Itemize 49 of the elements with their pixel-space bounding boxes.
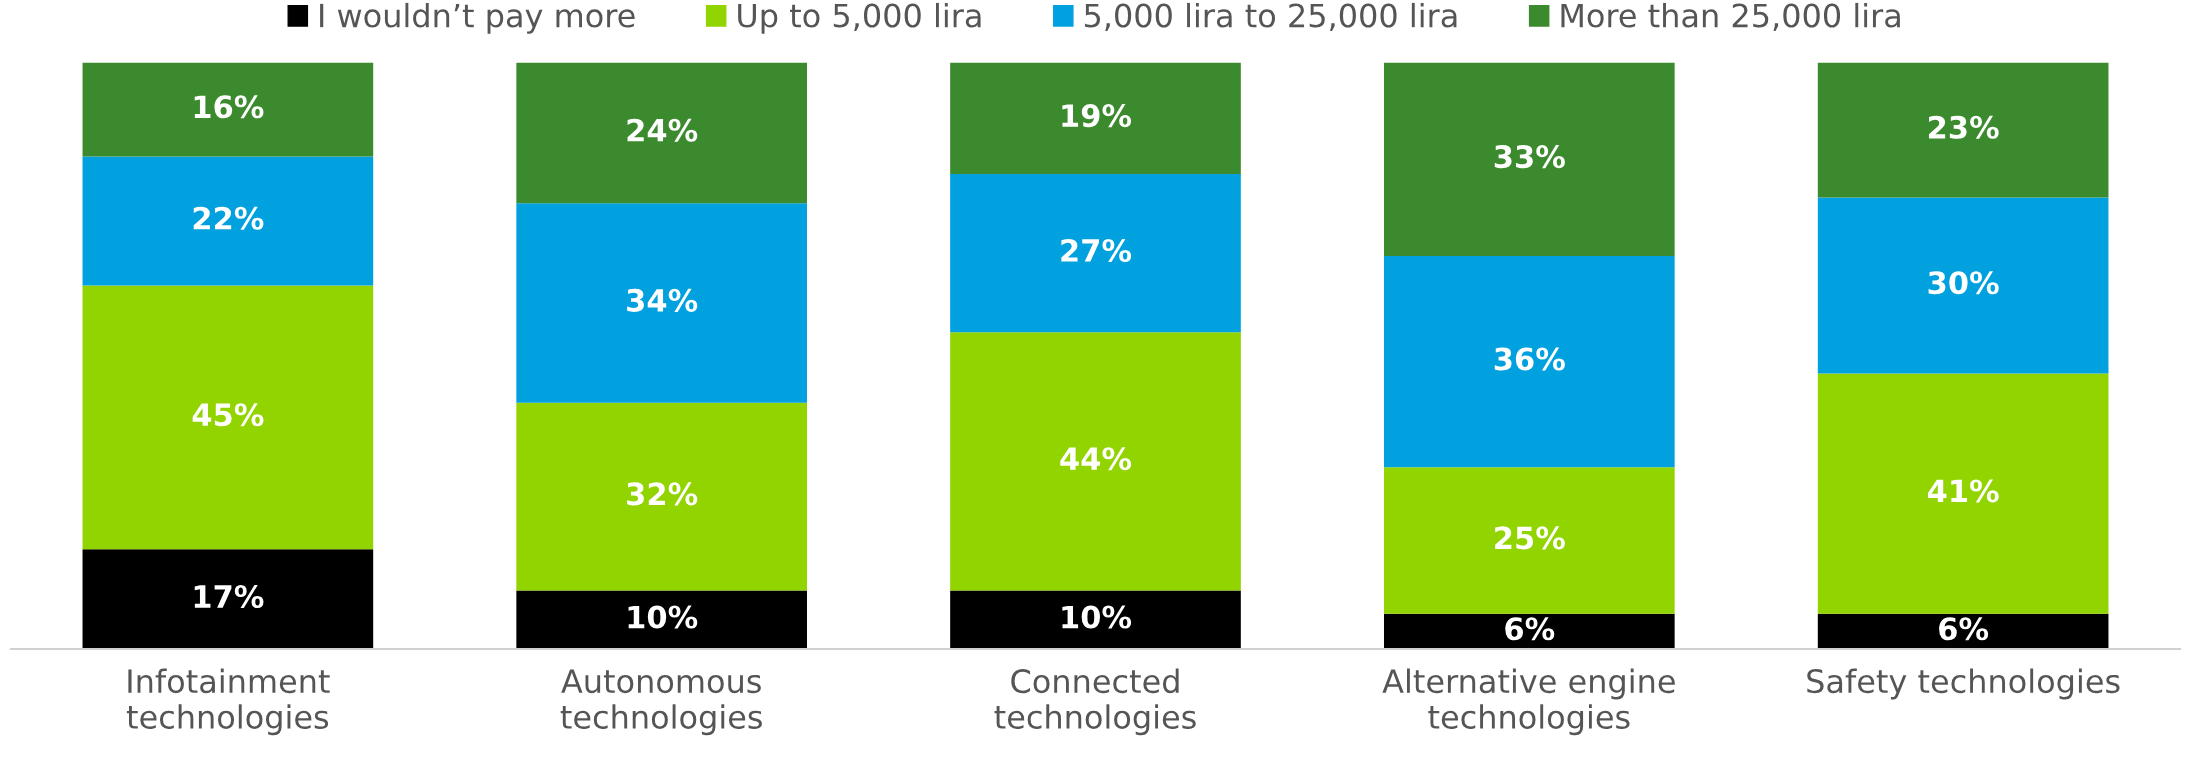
bar [516, 590, 808, 650]
bar [516, 203, 808, 403]
data-label: 10% [628, 605, 698, 629]
data-label: 25% [1495, 526, 1565, 550]
data-label: 41% [1927, 479, 1999, 503]
data-label: 44% [1060, 447, 1132, 471]
data-label: 27% [1061, 238, 1132, 263]
bar [950, 590, 1241, 650]
bar [950, 62, 1241, 174]
bar [82, 156, 374, 286]
data-label: 36% [1494, 347, 1565, 371]
bar [82, 285, 374, 550]
legend-label: 5,000 lira to 25,000 lira [1084, 2, 1457, 31]
bar [1817, 62, 2109, 198]
data-label: 24% [627, 118, 698, 142]
legend-label: More than 25,000 lira [1561, 2, 1900, 31]
data-label: 16% [194, 95, 264, 119]
x-tick-label: Safety technologies [1807, 668, 2120, 700]
bar [1817, 197, 2109, 374]
data-label: 33% [1494, 145, 1565, 169]
data-label: 17% [194, 584, 264, 609]
bar [82, 62, 374, 157]
x-tick-label: Connected technologies [994, 668, 1196, 736]
bar [82, 549, 374, 650]
data-label: 34% [627, 288, 698, 312]
data-label: 32% [627, 482, 698, 506]
x-tick-label: Infotainment technologies [126, 668, 330, 736]
bar [950, 174, 1241, 333]
bar [1383, 256, 1675, 468]
x-tick-label: Autonomous technologies [560, 669, 762, 736]
data-label: 10% [1062, 605, 1132, 629]
data-label: 30% [1928, 271, 1999, 295]
bar [1817, 373, 2109, 614]
data-label: 6% [1939, 617, 1989, 641]
data-label: 45% [192, 403, 264, 427]
data-label: 22% [193, 206, 264, 230]
bar [1383, 613, 1675, 650]
data-label: 23% [1928, 115, 1999, 139]
bar [1383, 467, 1675, 614]
bar [516, 62, 808, 204]
bar [516, 402, 808, 591]
bar [950, 332, 1241, 591]
legend-label: I wouldn’t pay more [320, 2, 635, 34]
legend-label: Up to 5,000 lira [738, 2, 981, 34]
data-label: 19% [1062, 104, 1132, 128]
bar [1817, 613, 2109, 650]
bar [1383, 62, 1675, 257]
x-tick-label: Alternative engine technologies [1382, 668, 1675, 736]
data-label: 6% [1505, 617, 1555, 641]
